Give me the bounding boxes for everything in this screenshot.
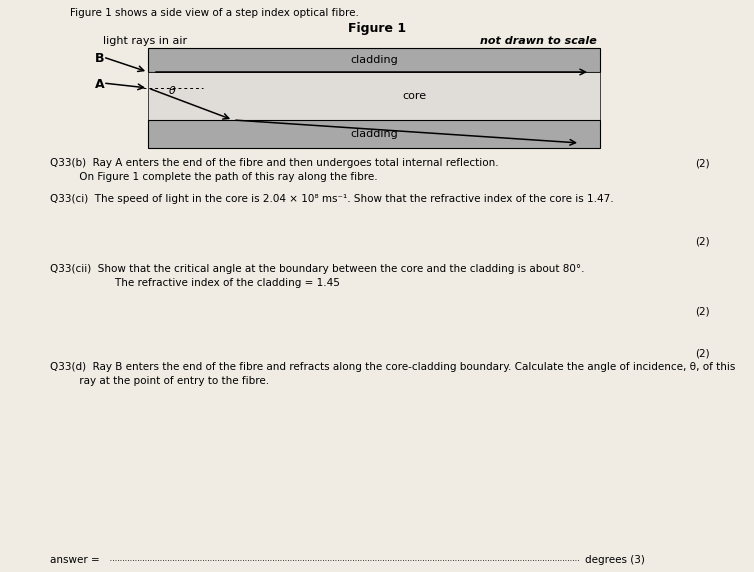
Text: answer =: answer =: [50, 555, 103, 565]
Text: Figure 1: Figure 1: [348, 22, 406, 35]
Text: A: A: [95, 78, 105, 91]
Text: $\theta$: $\theta$: [168, 84, 176, 96]
Text: degrees (3): degrees (3): [585, 555, 645, 565]
Text: cladding: cladding: [350, 55, 398, 65]
Text: cladding: cladding: [350, 129, 398, 139]
Text: (2): (2): [695, 236, 710, 246]
Text: (2): (2): [695, 158, 710, 168]
Text: The refractive index of the cladding = 1.45: The refractive index of the cladding = 1…: [50, 278, 340, 288]
Text: On Figure 1 complete the path of this ray along the fibre.: On Figure 1 complete the path of this ra…: [50, 172, 378, 182]
Text: Q33(b)  Ray A enters the end of the fibre and then undergoes total internal refl: Q33(b) Ray A enters the end of the fibre…: [50, 158, 498, 168]
Text: Q33(ci)  The speed of light in the core is 2.04 × 10⁸ ms⁻¹. Show that the refrac: Q33(ci) The speed of light in the core i…: [50, 194, 614, 204]
Text: Q33(d)  Ray B enters the end of the fibre and refracts along the core-cladding b: Q33(d) Ray B enters the end of the fibre…: [50, 362, 735, 372]
Text: (2): (2): [695, 348, 710, 358]
Text: core: core: [402, 91, 426, 101]
Text: not drawn to scale: not drawn to scale: [480, 36, 597, 46]
Text: B: B: [95, 52, 105, 65]
Text: (2): (2): [695, 306, 710, 316]
Text: Q33(cii)  Show that the critical angle at the boundary between the core and the : Q33(cii) Show that the critical angle at…: [50, 264, 584, 274]
Text: Figure 1 shows a side view of a step index optical fibre.: Figure 1 shows a side view of a step ind…: [70, 8, 359, 18]
Bar: [148, 120, 600, 148]
Bar: [148, 48, 600, 72]
Text: ray at the point of entry to the fibre.: ray at the point of entry to the fibre.: [50, 376, 269, 386]
Bar: [148, 72, 600, 120]
Text: light rays in air: light rays in air: [103, 36, 187, 46]
